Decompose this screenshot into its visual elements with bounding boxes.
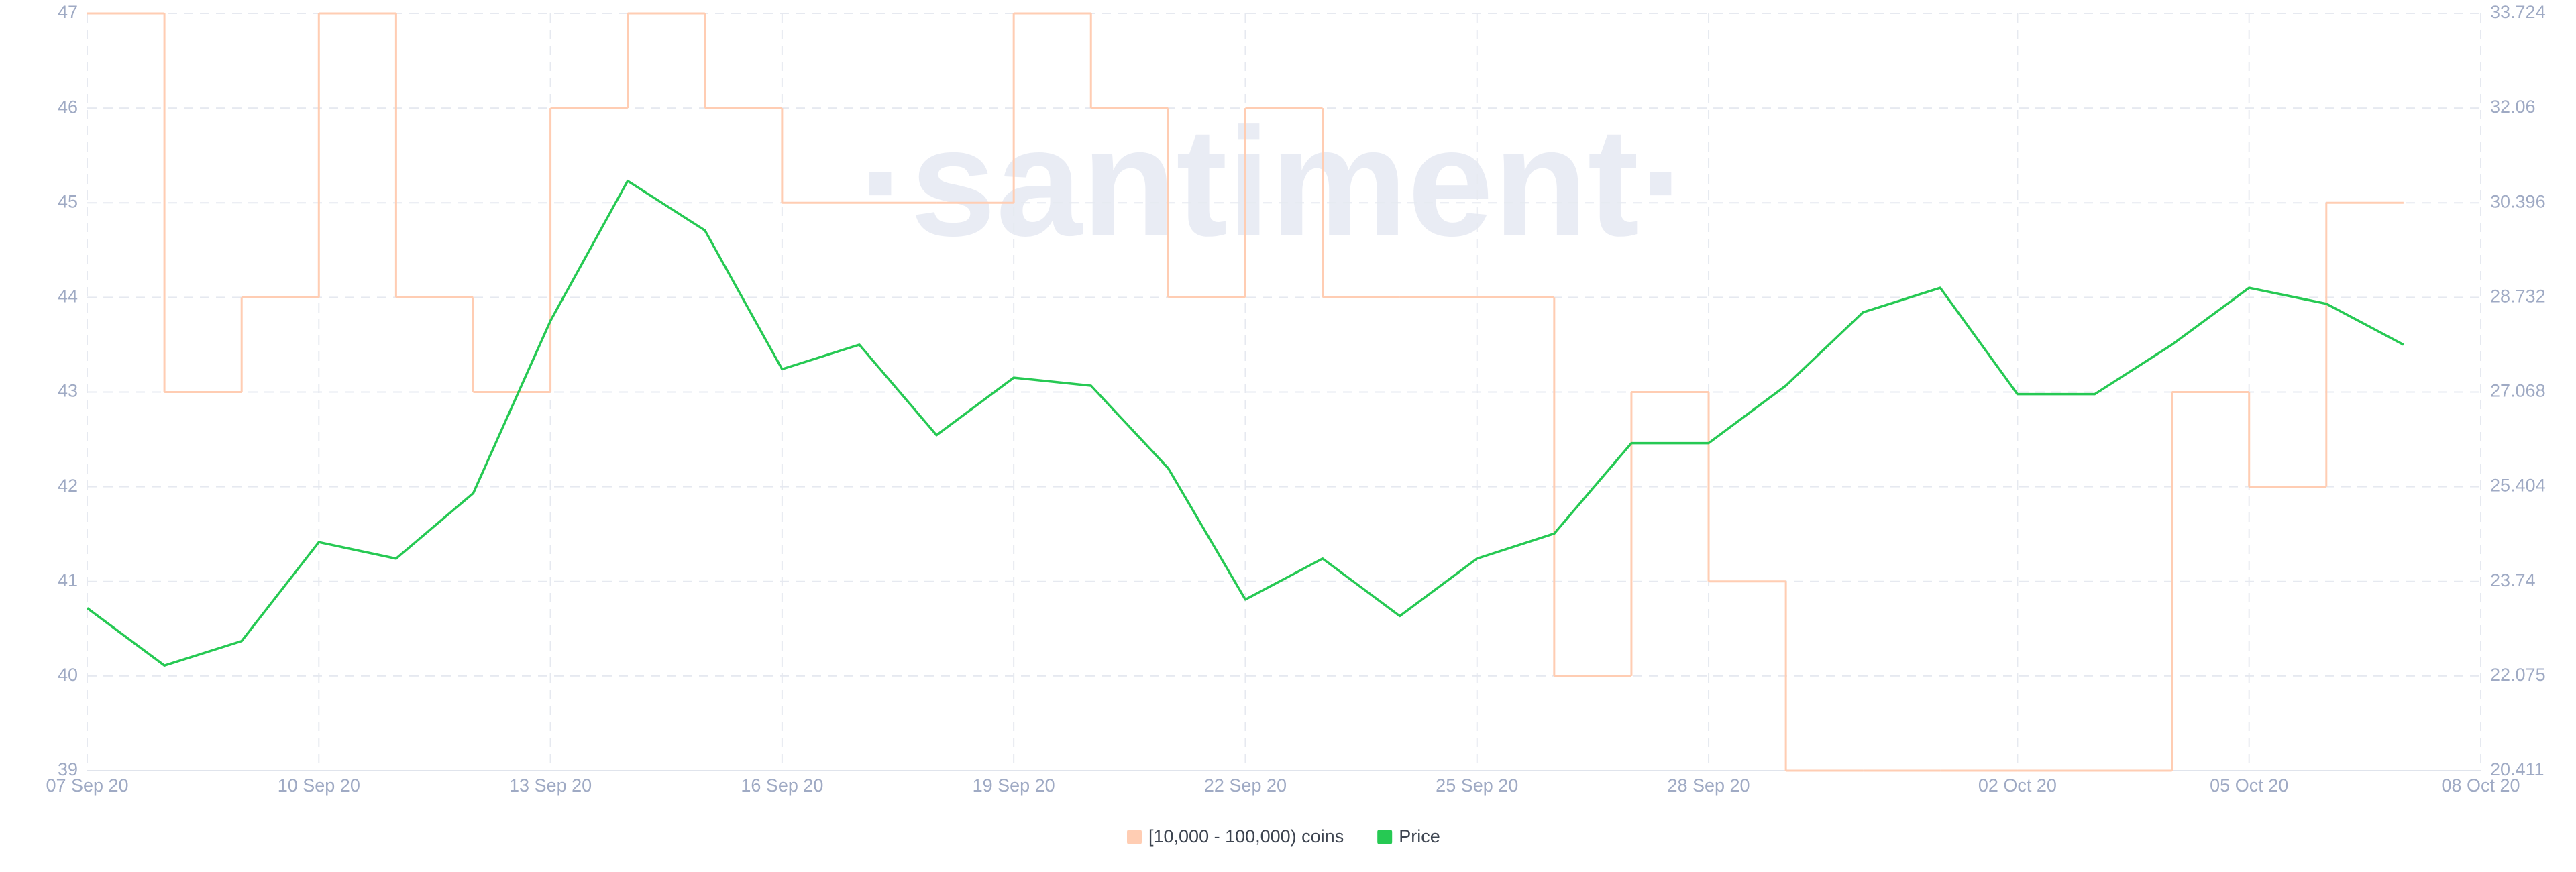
x-tick-label: 07 Sep 20: [46, 775, 128, 796]
y-tick-label: 44: [58, 286, 78, 307]
y2-tick-label: 20.411: [2490, 759, 2544, 779]
x-tick-label: 13 Sep 20: [509, 775, 592, 796]
y2-tick-label: 25.404: [2490, 476, 2546, 496]
x-tick-label: 16 Sep 20: [741, 775, 823, 796]
y-tick-label: 41: [58, 570, 78, 590]
x-tick-label: 25 Sep 20: [1436, 775, 1518, 796]
y2-tick-label: 28.732: [2490, 286, 2546, 306]
x-tick-label: 22 Sep 20: [1204, 775, 1287, 796]
x-tick-label: 10 Sep 20: [278, 775, 360, 796]
y-tick-label: 42: [58, 476, 78, 496]
price-line: [86, 179, 2404, 667]
y2-tick-label: 23.74: [2490, 570, 2536, 590]
legend-label: Price: [1399, 826, 1440, 847]
y2-tick-label: 27.068: [2490, 381, 2546, 401]
y-tick-label: 40: [58, 665, 78, 685]
y-tick-label: 47: [58, 2, 78, 22]
y-tick-label: 46: [58, 97, 78, 117]
y-tick-label: 45: [58, 191, 78, 211]
watermark: ·santiment·: [859, 96, 1690, 268]
legend-swatch: [1127, 830, 1142, 844]
legend-label: [10,000 - 100,000) coins: [1148, 826, 1344, 847]
y-tick-label: 39: [58, 759, 78, 779]
x-tick-label: 02 Oct 20: [1978, 775, 2057, 796]
y2-tick-label: 32.06: [2490, 97, 2536, 117]
x-tick-label: 05 Oct 20: [2210, 775, 2288, 796]
x-tick-label: 28 Sep 20: [1667, 775, 1750, 796]
y2-tick-label: 22.075: [2490, 665, 2546, 685]
y2-tick-label: 33.724: [2490, 2, 2546, 22]
x-tick-label: 19 Sep 20: [973, 775, 1055, 796]
x-tick-label: 08 Oct 20: [2441, 775, 2520, 796]
y2-tick-label: 30.396: [2490, 191, 2546, 211]
legend-swatch: [1377, 830, 1393, 844]
y-tick-label: 43: [58, 381, 78, 401]
